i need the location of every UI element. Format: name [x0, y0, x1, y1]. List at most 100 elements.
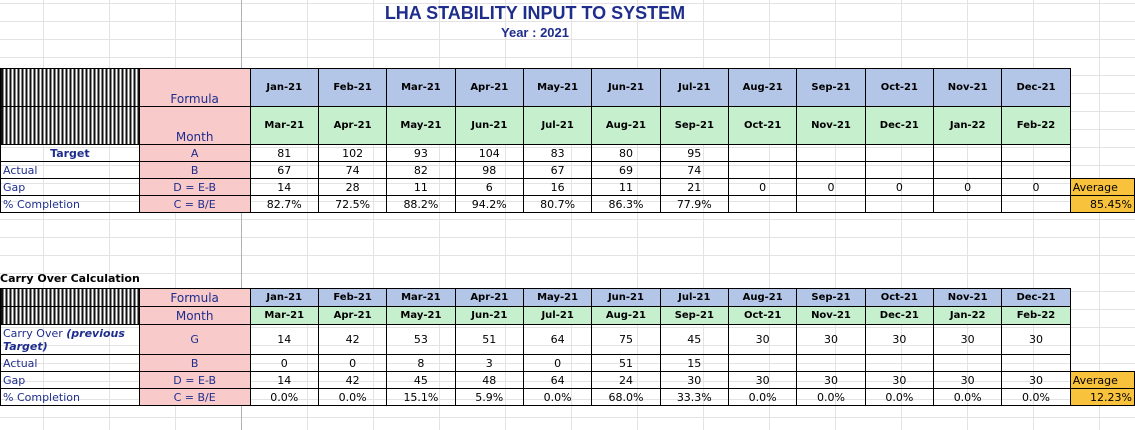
value-cell[interactable]: 30 — [796, 324, 866, 355]
value-cell[interactable]: 6 — [454, 178, 524, 196]
average-label[interactable]: Average — [1069, 371, 1135, 389]
value-cell[interactable]: 42 — [317, 371, 388, 389]
value-cell[interactable]: 68.0% — [591, 388, 661, 406]
month-cell[interactable]: Jan-21 — [249, 288, 319, 307]
value-cell[interactable]: 80.7% — [522, 195, 593, 213]
value-cell[interactable]: 83 — [522, 144, 593, 162]
month-cell[interactable]: May-21 — [522, 288, 593, 307]
month-cell[interactable]: Nov-21 — [796, 306, 866, 325]
value-cell[interactable] — [727, 144, 798, 162]
value-cell[interactable]: 0.0% — [796, 388, 866, 406]
value-cell[interactable]: 64 — [522, 324, 593, 355]
value-cell[interactable]: 72.5% — [317, 195, 388, 213]
value-cell[interactable]: 0 — [317, 354, 388, 372]
value-cell[interactable]: 51 — [454, 324, 524, 355]
value-cell[interactable]: 30 — [796, 371, 866, 389]
month-cell[interactable]: Jul-21 — [522, 306, 593, 325]
month-cell[interactable]: Feb-22 — [1001, 306, 1071, 325]
month-cell[interactable]: Mar-21 — [249, 306, 319, 325]
month-cell[interactable]: Oct-21 — [864, 288, 935, 307]
value-cell[interactable]: 75 — [591, 324, 661, 355]
month-cell[interactable]: Feb-21 — [317, 68, 388, 107]
month-cell[interactable]: Sep-21 — [659, 106, 729, 145]
formula-cell[interactable]: D = E-B — [138, 178, 251, 196]
value-cell[interactable]: 0 — [1001, 178, 1071, 196]
value-cell[interactable]: 95 — [659, 144, 729, 162]
formula-cell[interactable]: A — [138, 144, 251, 162]
month-cell[interactable]: Dec-21 — [864, 106, 935, 145]
average-value[interactable]: 85.45% — [1069, 195, 1135, 213]
month-cell[interactable]: Oct-21 — [727, 106, 798, 145]
row-label[interactable]: Gap — [0, 178, 140, 196]
value-cell[interactable] — [727, 161, 798, 179]
value-cell[interactable]: 53 — [386, 324, 456, 355]
value-cell[interactable] — [727, 354, 798, 372]
value-cell[interactable] — [796, 144, 866, 162]
value-cell[interactable] — [864, 144, 935, 162]
value-cell[interactable]: 0 — [864, 178, 935, 196]
value-cell[interactable]: 30 — [1001, 371, 1071, 389]
value-cell[interactable]: 14 — [249, 371, 319, 389]
value-cell[interactable]: 77.9% — [659, 195, 729, 213]
value-cell[interactable] — [864, 195, 935, 213]
value-cell[interactable]: 30 — [727, 371, 798, 389]
value-cell[interactable] — [1001, 354, 1071, 372]
value-cell[interactable]: 15.1% — [386, 388, 456, 406]
value-cell[interactable]: 11 — [591, 178, 661, 196]
row-label[interactable]: Actual — [0, 161, 140, 179]
value-cell[interactable]: 94.2% — [454, 195, 524, 213]
month-cell[interactable]: Sep-21 — [659, 306, 729, 325]
value-cell[interactable]: 28 — [317, 178, 388, 196]
month-cell[interactable]: Jul-21 — [659, 288, 729, 307]
month-cell[interactable]: Apr-21 — [454, 68, 524, 107]
value-cell[interactable] — [932, 195, 1003, 213]
row-label[interactable]: Carry Over (previous Target) — [0, 324, 140, 355]
month-cell[interactable]: Jan-22 — [932, 106, 1003, 145]
value-cell[interactable] — [932, 144, 1003, 162]
value-cell[interactable]: 0.0% — [249, 388, 319, 406]
value-cell[interactable]: 74 — [317, 161, 388, 179]
value-cell[interactable]: 64 — [522, 371, 593, 389]
value-cell[interactable]: 0.0% — [317, 388, 388, 406]
row-label[interactable]: Target — [0, 144, 140, 162]
value-cell[interactable]: 24 — [591, 371, 661, 389]
month-cell[interactable]: May-21 — [522, 68, 593, 107]
value-cell[interactable]: 30 — [727, 324, 798, 355]
value-cell[interactable] — [796, 354, 866, 372]
formula-cell[interactable]: B — [138, 354, 251, 372]
value-cell[interactable]: 82.7% — [249, 195, 319, 213]
value-cell[interactable]: 0.0% — [522, 388, 593, 406]
value-cell[interactable]: 93 — [386, 144, 456, 162]
month-cell[interactable]: Jul-21 — [659, 68, 729, 107]
month-cell[interactable]: Apr-21 — [317, 306, 388, 325]
value-cell[interactable]: 30 — [864, 371, 935, 389]
value-cell[interactable]: 15 — [659, 354, 729, 372]
value-cell[interactable]: 0 — [249, 354, 319, 372]
value-cell[interactable]: 82 — [386, 161, 456, 179]
value-cell[interactable]: 74 — [659, 161, 729, 179]
month-cell[interactable]: Feb-21 — [317, 288, 388, 307]
value-cell[interactable]: 0 — [796, 178, 866, 196]
row-label[interactable]: % Completion — [0, 388, 140, 406]
value-cell[interactable]: 81 — [249, 144, 319, 162]
month-cell[interactable]: Nov-21 — [932, 288, 1003, 307]
month-cell[interactable]: Jan-22 — [932, 306, 1003, 325]
month-cell[interactable]: Apr-21 — [454, 288, 524, 307]
value-cell[interactable]: 48 — [454, 371, 524, 389]
value-cell[interactable]: 21 — [659, 178, 729, 196]
month-cell[interactable]: Sep-21 — [796, 68, 866, 107]
formula-cell[interactable]: C = B/E — [138, 388, 251, 406]
value-cell[interactable] — [796, 161, 866, 179]
month-cell[interactable]: Jun-21 — [591, 288, 661, 307]
month-cell[interactable]: Oct-21 — [864, 68, 935, 107]
value-cell[interactable]: 0.0% — [932, 388, 1003, 406]
value-cell[interactable]: 16 — [522, 178, 593, 196]
month-cell[interactable]: Dec-21 — [864, 306, 935, 325]
value-cell[interactable]: 11 — [386, 178, 456, 196]
month-cell[interactable]: Mar-21 — [249, 106, 319, 145]
month-cell[interactable]: May-21 — [386, 106, 456, 145]
value-cell[interactable]: 45 — [386, 371, 456, 389]
month-cell[interactable]: Aug-21 — [591, 306, 661, 325]
month-cell[interactable]: Nov-21 — [796, 106, 866, 145]
month-cell[interactable]: Aug-21 — [727, 68, 798, 107]
